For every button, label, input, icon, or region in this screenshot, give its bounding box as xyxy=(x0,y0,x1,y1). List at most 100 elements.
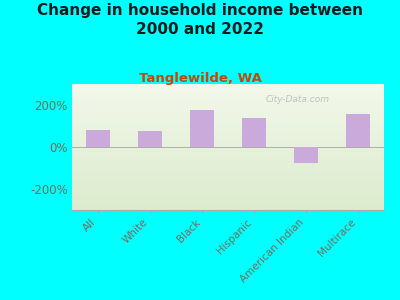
Bar xyxy=(72,127,384,128)
Bar xyxy=(72,92,384,93)
Bar xyxy=(72,156,384,157)
Bar xyxy=(72,99,384,100)
Bar xyxy=(72,178,384,180)
Bar xyxy=(72,122,384,123)
Bar xyxy=(72,149,384,151)
Bar xyxy=(72,197,384,199)
Bar xyxy=(346,114,370,147)
Bar xyxy=(72,147,384,148)
Bar xyxy=(72,189,384,190)
Bar xyxy=(72,109,384,110)
Bar xyxy=(72,199,384,200)
Bar xyxy=(72,153,384,154)
Bar xyxy=(72,85,384,86)
Bar xyxy=(72,154,384,156)
Bar xyxy=(138,131,162,147)
Bar xyxy=(72,105,384,107)
Bar xyxy=(72,113,384,114)
Bar xyxy=(72,126,384,127)
Bar xyxy=(72,204,384,205)
Bar xyxy=(72,121,384,122)
Bar xyxy=(72,124,384,126)
Bar xyxy=(72,187,384,189)
Bar xyxy=(72,172,384,173)
Bar xyxy=(72,175,384,176)
Bar xyxy=(72,164,384,165)
Bar xyxy=(72,192,384,194)
Bar xyxy=(294,147,318,163)
Bar xyxy=(72,136,384,137)
Bar xyxy=(72,88,384,89)
Bar xyxy=(72,138,384,140)
Text: Change in household income between
2000 and 2022: Change in household income between 2000 … xyxy=(37,3,363,37)
Bar xyxy=(72,165,384,166)
Bar xyxy=(72,132,384,133)
Bar xyxy=(72,97,384,98)
Bar xyxy=(72,202,384,204)
Bar xyxy=(72,140,384,141)
Bar xyxy=(72,209,384,210)
Bar xyxy=(72,190,384,191)
Bar xyxy=(72,102,384,103)
Bar xyxy=(72,128,384,129)
Bar xyxy=(72,177,384,178)
Bar xyxy=(72,107,384,108)
Bar xyxy=(72,161,384,162)
Text: Tanglewilde, WA: Tanglewilde, WA xyxy=(138,72,262,85)
Bar xyxy=(72,182,384,184)
Bar xyxy=(72,114,384,116)
Bar xyxy=(72,116,384,117)
Bar xyxy=(72,108,384,109)
Bar xyxy=(72,84,384,85)
Bar xyxy=(72,100,384,102)
Bar xyxy=(72,167,384,168)
Bar xyxy=(72,146,384,147)
Bar xyxy=(72,186,384,187)
Bar xyxy=(72,196,384,197)
Bar xyxy=(72,143,384,145)
Bar xyxy=(72,181,384,182)
Bar xyxy=(72,98,384,99)
Bar xyxy=(72,185,384,186)
Bar xyxy=(72,208,384,209)
Bar xyxy=(72,206,384,208)
Bar xyxy=(72,171,384,172)
Bar xyxy=(72,89,384,90)
Bar xyxy=(72,162,384,164)
Bar xyxy=(72,134,384,136)
Bar xyxy=(72,195,384,196)
Bar xyxy=(72,90,384,92)
Text: City-Data.com: City-Data.com xyxy=(266,94,330,103)
Bar xyxy=(72,112,384,113)
Bar xyxy=(190,110,214,147)
Bar xyxy=(72,200,384,201)
Bar xyxy=(72,142,384,143)
Bar xyxy=(72,104,384,105)
Bar xyxy=(72,170,384,171)
Bar xyxy=(72,194,384,195)
Bar xyxy=(72,201,384,202)
Bar xyxy=(72,118,384,119)
Bar xyxy=(72,119,384,121)
Bar xyxy=(86,130,110,147)
Bar xyxy=(72,141,384,142)
Bar xyxy=(72,152,384,153)
Bar xyxy=(72,148,384,149)
Bar xyxy=(72,110,384,112)
Bar xyxy=(72,145,384,146)
Bar xyxy=(72,168,384,170)
Bar xyxy=(72,129,384,130)
Bar xyxy=(72,151,384,152)
Bar xyxy=(72,94,384,95)
Bar xyxy=(72,93,384,94)
Bar xyxy=(242,118,266,147)
Bar xyxy=(72,137,384,138)
Bar xyxy=(72,103,384,104)
Bar xyxy=(72,184,384,185)
Bar xyxy=(72,123,384,124)
Bar xyxy=(72,191,384,192)
Bar xyxy=(72,158,384,160)
Bar xyxy=(72,133,384,134)
Bar xyxy=(72,205,384,206)
Bar xyxy=(72,166,384,167)
